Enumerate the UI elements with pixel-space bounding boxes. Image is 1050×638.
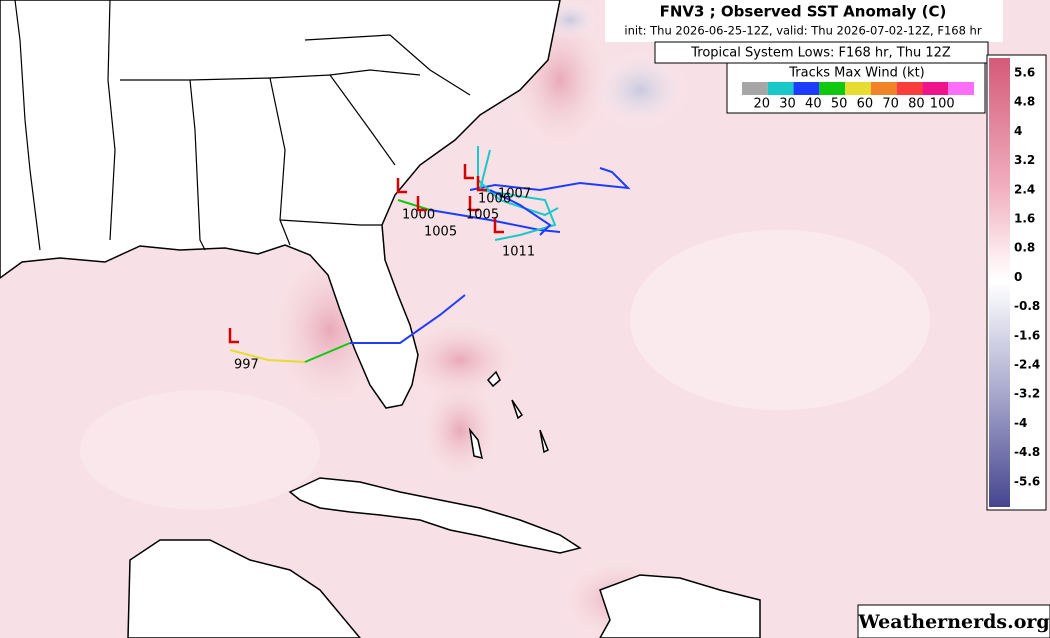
watermark-box (857, 604, 1050, 638)
colorbar-label: -2.4 (1014, 358, 1040, 372)
legend-label: 80 (908, 97, 925, 112)
colorbar-label: -4 (1014, 416, 1027, 430)
colorbar-label: -5.6 (1014, 474, 1040, 488)
low-pressure: 1011 (502, 245, 535, 260)
legend-title: Tracks Max Wind (kt) (788, 66, 925, 81)
low-pressure: 1007 (498, 187, 531, 202)
legend-label: 70 (882, 97, 899, 112)
legend-label: 50 (831, 97, 848, 112)
colorbar-label: 0 (1014, 270, 1022, 284)
legend-label: 60 (857, 97, 874, 112)
low-marker (476, 176, 487, 192)
colorbar-label: 4.8 (1014, 95, 1035, 109)
low-marker (228, 328, 239, 344)
low-marker (468, 196, 479, 212)
colorbar-label: 5.6 (1014, 66, 1035, 80)
legend-label: 40 (805, 97, 822, 112)
colorbar-label: 1.6 (1014, 212, 1035, 226)
legend-label: 100 (930, 97, 955, 112)
legend-swatch (742, 82, 768, 95)
watermark: Weathernerds.org (857, 611, 1049, 633)
header-box (605, 0, 1003, 42)
low-pressure: 1005 (424, 225, 457, 240)
colorbar-label: 2.4 (1014, 182, 1035, 196)
low-pressure: 997 (234, 358, 259, 373)
subtitle: init: Thu 2026-06-25-12Z, valid: Thu 202… (624, 24, 981, 38)
low-marker (493, 218, 504, 234)
low-marker (396, 178, 407, 194)
colorbar (989, 58, 1010, 507)
colorbar-label: -3.2 (1014, 387, 1040, 401)
low-pressure: 1006 (478, 192, 511, 207)
legend-swatch (870, 82, 897, 95)
land (0, 0, 761, 638)
legend-swatch (793, 82, 820, 95)
legend-swatch (767, 82, 794, 95)
colorbar-label: -4.8 (1014, 445, 1040, 459)
tracks (229, 146, 631, 363)
legend-swatch (845, 82, 871, 95)
colorbar-label: -1.6 (1014, 328, 1040, 342)
legend-swatch (896, 82, 923, 95)
legend-label: 20 (754, 97, 771, 112)
title: FNV3 ; Observed SST Anomaly (C) (660, 3, 947, 21)
colorbar-label: -0.8 (1014, 299, 1040, 313)
borders (14, 0, 471, 251)
low-marker (416, 196, 427, 212)
low-marker (463, 164, 474, 180)
legend-swatch (948, 82, 974, 95)
colorbar-label: 4 (1014, 124, 1022, 138)
colorbar-label: 3.2 (1014, 153, 1035, 167)
low-pressure: 1005 (466, 208, 499, 223)
legend-swatch (819, 82, 846, 95)
colorbar-label: 0.8 (1014, 241, 1035, 255)
legend-swatch (922, 82, 949, 95)
lows-title: Tropical System Lows: F168 hr, Thu 12Z (690, 46, 951, 61)
legend-label: 30 (779, 97, 796, 112)
